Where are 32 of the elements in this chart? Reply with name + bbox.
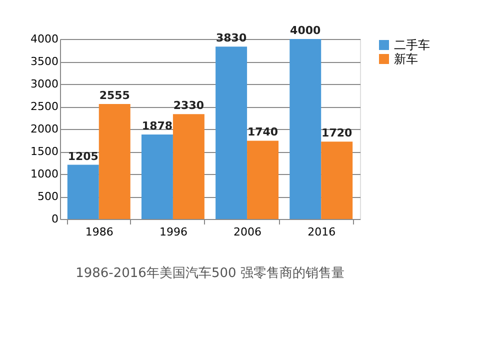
x-tick-label: 2006: [234, 226, 262, 238]
bar: [216, 46, 248, 219]
legend-label: 二手车: [394, 38, 430, 52]
x-tick-label: 1986: [85, 226, 114, 238]
bar: [141, 134, 173, 219]
y-tick-label: 3500: [30, 55, 58, 68]
y-tick-label: 0: [52, 212, 58, 226]
y-tick-label: 1500: [30, 145, 58, 158]
bar: [98, 104, 130, 219]
data-label: 2555: [99, 89, 130, 102]
legend-label: 新车: [394, 52, 418, 66]
y-tick-label: 4000: [30, 32, 58, 46]
x-tick-label: 2016: [308, 226, 336, 238]
text: 1986-2016年美国汽车500 强零售商的销售量: [76, 265, 344, 281]
data-label: 4000: [290, 24, 322, 37]
data-label: 1740: [247, 126, 278, 139]
data-label: 1205: [68, 150, 98, 163]
bar: [172, 114, 204, 219]
data-label: 2330: [173, 99, 204, 112]
x-tick-label: 1996: [159, 226, 188, 238]
y-tick-label: 2500: [30, 100, 58, 113]
data-label: 1720: [322, 126, 352, 140]
data-label: 3830: [216, 32, 247, 45]
data-label: 1878: [142, 119, 173, 132]
bar: [67, 164, 99, 219]
bar: [321, 142, 353, 219]
y-tick-label: 1000: [30, 168, 58, 180]
y-tick-label: 2000: [30, 122, 58, 136]
y-tick-label: 500: [38, 190, 58, 203]
bar: [247, 140, 279, 219]
y-tick-label: 3000: [30, 78, 58, 90]
bar: [290, 39, 322, 219]
